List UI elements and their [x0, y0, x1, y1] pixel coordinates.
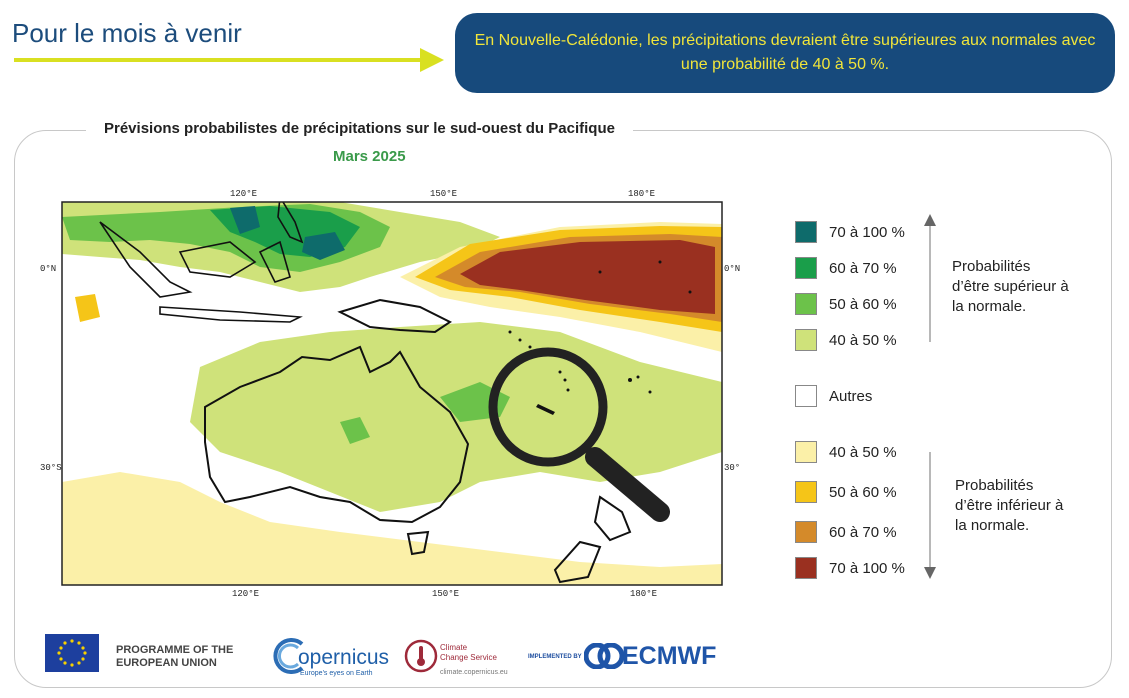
new-guinea-outline: [337, 298, 452, 334]
lon-label-bottom-150: 150°E: [432, 589, 459, 599]
lat-label-right-30: 30°S: [724, 463, 740, 473]
lat-label-left-0: 0°N: [40, 264, 56, 274]
legend-other: Autres: [795, 383, 872, 409]
eu-programme-text: PROGRAMME OF THE EUROPEAN UNION: [116, 644, 234, 669]
c3s-url: climate.copernicus.eu: [440, 669, 508, 676]
wet-core-north: [230, 206, 345, 260]
copernicus-wordmark: opernicus: [298, 646, 390, 669]
wet-south-50: [340, 382, 510, 444]
ecmwf-icon: [583, 642, 625, 670]
legend-label: Autres: [829, 387, 873, 405]
arrow-up-icon: [924, 214, 936, 342]
copernicus-logo: [272, 638, 306, 679]
legend-swatch: [795, 329, 817, 351]
forecast-map: 120°E 150°E 180°E 120°E 150°E 180°E 0°N …: [40, 189, 740, 599]
legend-above-title: Probabilités d’être supérieur à la norma…: [952, 258, 1069, 315]
new-zealand-outline: [553, 495, 632, 584]
lon-label-top-120: 120°E: [230, 189, 257, 199]
ecmwf-wordmark: ECMWF: [622, 642, 717, 670]
lat-label-right-0: 0°N: [724, 264, 740, 274]
lon-label-bottom-120: 120°E: [232, 589, 259, 599]
implemented-by: IMPLEMENTED BY: [528, 654, 582, 660]
legend-below-70-100: 70 à 100 %: [795, 555, 905, 581]
australia-outline: [204, 345, 470, 524]
legend-above-50-60: 50 à 60 %: [795, 291, 897, 317]
legend-above-70-100: 70 à 100 %: [795, 219, 905, 245]
eu-logo: [45, 634, 99, 677]
legend-swatch: [795, 441, 817, 463]
legend-above-40-50: 40 à 50 %: [795, 327, 897, 353]
lon-label-top-180: 180°E: [628, 189, 655, 199]
ecmwf-logo: [583, 642, 625, 674]
indonesia-outline: [99, 221, 303, 323]
legend-below-40-50: 40 à 50 %: [795, 439, 897, 465]
lon-label-top-150: 150°E: [430, 189, 457, 199]
legend-above-60-70: 60 à 70 %: [795, 255, 897, 281]
c3s-line1: Climate: [440, 643, 468, 652]
legend-swatch: [795, 257, 817, 279]
copernicus-icon: [273, 638, 304, 674]
legend-swatch: [795, 557, 817, 579]
legend-label: 40 à 50 %: [829, 443, 897, 461]
c3s-text: Climate Change Service: [440, 643, 497, 663]
map-subtitle: Mars 2025: [333, 148, 406, 165]
new-caledonia-outline: [536, 404, 555, 415]
legend-below-60-70: 60 à 70 %: [795, 519, 897, 545]
legend-below-title: Probabilités d’être inférieur à la norma…: [955, 477, 1064, 534]
lon-label-bottom-180: 180°E: [630, 589, 657, 599]
summary-banner: En Nouvelle-Calédonie, les précipitation…: [455, 13, 1115, 93]
legend-arrows: [924, 214, 936, 579]
dry-west: [75, 294, 100, 322]
legend-label: 60 à 70 %: [829, 523, 897, 541]
legend-label: 50 à 60 %: [829, 295, 897, 313]
banner-text: En Nouvelle-Calédonie, les précipitation…: [474, 32, 1096, 73]
dry-southwest: [62, 472, 722, 585]
arrow-right-icon: [420, 48, 444, 72]
map-title: Prévisions probabilistes de précipitatio…: [86, 120, 633, 137]
arrow-line: [14, 58, 424, 62]
legend-label: 60 à 70 %: [829, 259, 897, 277]
philippines-outline: [277, 202, 304, 244]
legend-label: 50 à 60 %: [829, 483, 897, 501]
legend-below-50-60: 50 à 60 %: [795, 479, 897, 505]
arrow-down-icon: [924, 452, 936, 579]
c3s-logo: [404, 638, 438, 679]
lat-label-left-30: 30°S: [40, 463, 62, 473]
pacific-islands: [508, 260, 692, 394]
thermometer-icon: [404, 639, 438, 673]
legend-swatch: [795, 521, 817, 543]
eu-flag-icon: [45, 634, 99, 672]
dry-band-70: [460, 240, 715, 314]
legend-label: 40 à 50 %: [829, 331, 897, 349]
copernicus-tagline: Europe's eyes on Earth: [300, 670, 373, 677]
tasmania-outline: [406, 530, 430, 556]
legend-swatch: [795, 293, 817, 315]
magnifying-glass-icon: [488, 347, 670, 522]
c3s-line2: Change Service: [440, 653, 497, 662]
legend-label: 70 à 100 %: [829, 559, 905, 577]
legend-swatch: [795, 221, 817, 243]
page-heading: Pour le mois à venir: [12, 18, 242, 48]
legend-label: 70 à 100 %: [829, 223, 905, 241]
legend-swatch: [795, 481, 817, 503]
legend-swatch: [795, 385, 817, 407]
